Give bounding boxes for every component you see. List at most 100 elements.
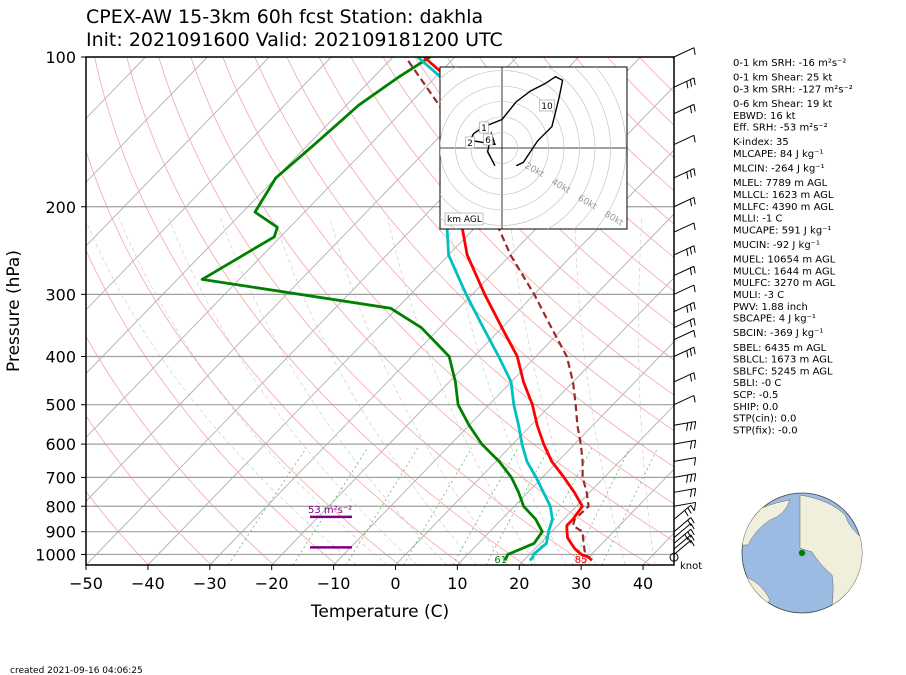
index-line: SCP: -0.5 (733, 390, 778, 401)
wind-barb-flag (693, 488, 697, 497)
index-line: SHIP: 0.0 (733, 402, 778, 413)
index-line: EBWD: 16 kt (733, 111, 796, 122)
wind-barb-staff (673, 222, 695, 233)
wind-barb-staff (673, 77, 695, 88)
index-line: SBLCL: 1673 m AGL (733, 355, 833, 366)
wind-barb-flag (687, 537, 692, 544)
wind-barb-flag (693, 222, 696, 231)
station-marker (798, 549, 806, 557)
profile-series-line (404, 57, 593, 562)
wind-barb-flag (686, 305, 689, 313)
wind-barb-flag (687, 507, 692, 514)
wind-barb-staff (673, 439, 696, 445)
index-line: 0-6 km Shear: 19 kt (733, 99, 832, 110)
wind-barb-flag (693, 168, 696, 176)
annotations: 61 85 53 m²s⁻² (308, 505, 588, 566)
index-line: MUCIN: -92 J kg⁻¹ (733, 240, 820, 251)
y-tick-label: 500 (45, 396, 76, 415)
x-tick-label: −30 (193, 574, 227, 593)
y-tick-label: 400 (45, 348, 76, 367)
x-tick-label: 30 (571, 574, 591, 593)
moist-adiabat (86, 220, 357, 565)
x-tick-label: 10 (447, 574, 467, 593)
surface-value-label: 85 (575, 555, 588, 566)
dry-adiabat (126, 57, 526, 565)
wind-barb-staff (673, 501, 696, 507)
index-line: MLLI: -1 C (733, 214, 782, 225)
wind-barb-flag (693, 284, 696, 293)
hodograph-ring (455, 101, 549, 195)
index-line: MULFC: 3270 m AGL (733, 278, 836, 289)
hodograph-ring (486, 132, 518, 164)
mixing-ratio-line (485, 447, 550, 565)
hodograph-height-label: 6 (485, 136, 491, 146)
hodograph-ring (595, 67, 627, 229)
y-tick-label: 1000 (35, 545, 76, 564)
hodograph-height-label: 10 (541, 102, 553, 112)
wind-barb-staff (673, 301, 695, 313)
dry-adiabat (86, 335, 275, 565)
y-tick-label: 600 (45, 435, 76, 454)
index-line: MUCAPE: 591 J kg⁻¹ (733, 225, 832, 236)
index-line: 0-1 km SRH: -16 m²s⁻² (733, 58, 846, 69)
hodograph-height-box (479, 121, 489, 134)
wind-barb-staff (673, 517, 692, 533)
wind-barb-flag (689, 474, 693, 483)
moist-adiabat (447, 217, 567, 565)
hodograph-trace (465, 75, 564, 167)
wind-barb-flag (689, 348, 693, 357)
wind-barb-flag (689, 170, 693, 178)
y-tick-label: 800 (45, 497, 76, 516)
index-line: PWV: 1.88 inch (733, 302, 808, 313)
moist-adiabat (329, 217, 507, 565)
dry-adiabat (414, 57, 674, 326)
wind-barb-staff (673, 103, 695, 115)
hodograph-height-box (465, 136, 475, 149)
chart-subtitle: Init: 2021091600 Valid: 202109181200 UTC (86, 29, 503, 51)
wind-barb-flag (686, 474, 689, 483)
wind-barb-flag (693, 440, 697, 449)
wind-barb-flag (687, 519, 692, 527)
hodograph-height-box (539, 99, 555, 112)
dry-adiabat (254, 57, 674, 505)
wind-barb-staff (673, 372, 695, 383)
wind-barb-flag (690, 540, 695, 547)
index-line: Eff. SRH: -53 m²s⁻² (733, 123, 828, 134)
mixing-ratio-line (228, 447, 307, 565)
wind-barb-staff (673, 168, 695, 179)
wind-barb-staff (673, 487, 696, 493)
wind-barb-flag (686, 171, 689, 180)
effective-srh-label: 53 m²s⁻² (308, 505, 352, 516)
isotherm-line (86, 57, 394, 375)
wind-barb-flag (689, 199, 693, 207)
wind-barb-flag (687, 531, 692, 538)
isotherm-line (271, 149, 674, 565)
x-tick-label: −50 (69, 574, 103, 593)
wind-barb-staff (673, 346, 695, 357)
wind-barb-flag (689, 79, 693, 87)
moist-adiabat (168, 217, 418, 565)
index-line: STP(cin): 0.0 (733, 414, 796, 425)
wind-barb-staff (673, 394, 695, 406)
index-line: SBLFC: 5245 m AGL (733, 366, 833, 377)
isotherm-line (86, 57, 270, 247)
dry-adiabat (190, 57, 651, 565)
hodograph-ring (440, 70, 580, 226)
wind-barb-flag (693, 330, 696, 338)
x-tick-label: −10 (317, 574, 351, 593)
wind-barb-flag (693, 372, 696, 380)
index-line: MLCIN: -264 J kg⁻¹ (733, 164, 825, 175)
dry-adiabat (382, 57, 674, 361)
wind-barb-staff (673, 134, 695, 146)
profile-series-line (200, 57, 544, 561)
isotherm-line (86, 57, 332, 311)
x-tick-label: −20 (255, 574, 289, 593)
index-line: MLEL: 7789 m AGL (733, 178, 828, 189)
wind-barb-flag (689, 105, 693, 114)
index-line: 0-3 km SRH: -127 m²s⁻² (733, 84, 853, 95)
wind-barbs (669, 47, 697, 562)
y-axis-label: Pressure (hPa) (4, 250, 24, 372)
created-stamp: created 2021-09-16 04:06:25 (10, 666, 143, 675)
wind-barb-flag (693, 77, 696, 86)
hodograph-height-box (483, 133, 493, 146)
